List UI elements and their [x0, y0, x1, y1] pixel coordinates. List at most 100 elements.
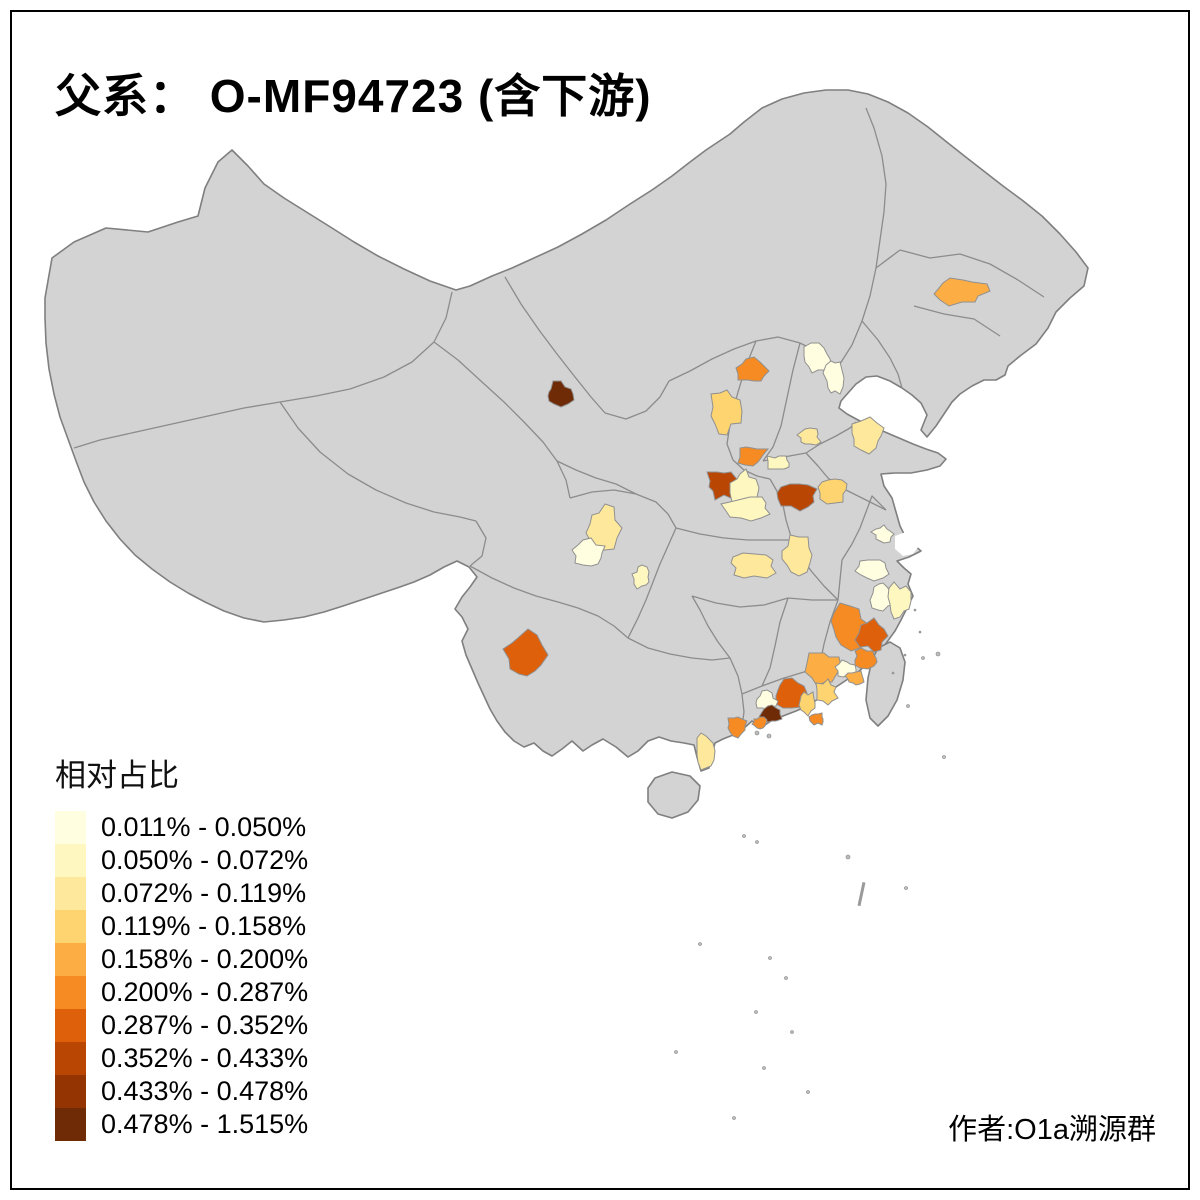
- map-region: [798, 691, 816, 717]
- map-region: [887, 581, 912, 620]
- map-region: [735, 356, 770, 382]
- island-dot: [904, 886, 908, 890]
- island-dot: [806, 1090, 810, 1094]
- legend-row: 0.352% - 0.433%: [55, 1042, 308, 1075]
- map-region: [751, 716, 768, 730]
- island-dot: [935, 651, 941, 657]
- island-dot: [906, 704, 910, 708]
- map-region: [817, 478, 848, 505]
- legend-title: 相对占比: [55, 758, 179, 793]
- island-strip: [857, 882, 866, 907]
- legend-label: 0.050% - 0.072%: [101, 845, 309, 875]
- map-region: [696, 732, 716, 771]
- map-region: [854, 647, 878, 670]
- author-credit: 作者:O1a溯源群: [948, 1114, 1156, 1146]
- island-dot: [732, 1116, 736, 1120]
- legend-label: 0.433% - 0.478%: [101, 1076, 309, 1106]
- map-region: [844, 670, 865, 686]
- map-region: [933, 277, 991, 307]
- legend-swatch: [55, 1108, 86, 1141]
- map-region: [851, 416, 885, 455]
- map-region: [776, 483, 818, 512]
- map-region: [730, 552, 777, 579]
- map-region: [869, 582, 895, 612]
- island-dot: [754, 1010, 758, 1014]
- legend-row: 0.011% - 0.050%: [55, 811, 308, 844]
- legend-swatch: [55, 1009, 86, 1042]
- colored-regions: [502, 277, 991, 771]
- map-region: [804, 652, 842, 687]
- legend-rows: 0.011% - 0.050% 0.050% - 0.072% 0.072% -…: [55, 811, 308, 1141]
- map-region: [854, 559, 890, 582]
- island-dot: [790, 1030, 794, 1034]
- map-region: [796, 427, 822, 446]
- legend: 相对占比 0.011% - 0.050% 0.050% - 0.072% 0.0…: [55, 750, 308, 1141]
- legend-row: 0.119% - 0.158%: [55, 910, 308, 943]
- legend-swatch: [55, 811, 86, 844]
- island-dot: [921, 656, 925, 660]
- island-dot: [766, 733, 772, 739]
- map-region: [870, 524, 895, 544]
- map-region: [710, 389, 743, 436]
- hainan-island: [647, 771, 701, 819]
- map-region: [737, 446, 770, 467]
- island-dot: [918, 630, 922, 634]
- map-region: [815, 678, 839, 706]
- legend-swatch: [55, 1075, 86, 1108]
- island-dot: [845, 854, 851, 860]
- legend-swatch: [55, 877, 86, 910]
- island-dot: [891, 671, 895, 675]
- island-dot: [698, 942, 702, 946]
- island-dot: [754, 730, 760, 736]
- legend-label: 0.287% - 0.352%: [101, 1010, 309, 1040]
- legend-label: 0.200% - 0.287%: [101, 977, 309, 1007]
- map-region: [502, 628, 549, 677]
- island-specks: [674, 608, 946, 1120]
- island-dot: [942, 755, 946, 759]
- map-region: [808, 712, 824, 726]
- island-dot: [913, 608, 917, 612]
- island-dot: [762, 1066, 766, 1070]
- map-region: [585, 503, 623, 552]
- plot-title: 父系： O-MF94723 (含下游): [55, 70, 652, 122]
- legend-swatch: [55, 943, 86, 976]
- map-region: [547, 380, 575, 408]
- legend-label: 0.352% - 0.433%: [101, 1043, 309, 1073]
- map-region: [720, 496, 771, 522]
- legend-swatch: [55, 1042, 86, 1075]
- island-dot: [903, 653, 907, 657]
- island-dot: [784, 976, 788, 980]
- island-dot: [755, 840, 759, 844]
- map-region: [766, 455, 790, 470]
- taihu-lake: [895, 532, 919, 556]
- island-dot: [742, 834, 746, 838]
- legend-label: 0.478% - 1.515%: [101, 1109, 309, 1139]
- legend-swatch: [55, 910, 86, 943]
- legend-row: 0.158% - 0.200%: [55, 943, 308, 976]
- legend-swatch: [55, 844, 86, 877]
- legend-row: 0.200% - 0.287%: [55, 976, 308, 1009]
- legend-label: 0.072% - 0.119%: [101, 878, 307, 908]
- map-region: [854, 617, 889, 653]
- map-region: [803, 342, 833, 374]
- legend-swatch: [55, 976, 86, 1009]
- island-dot: [768, 956, 772, 960]
- legend-row: 0.433% - 0.478%: [55, 1075, 308, 1108]
- mainland-outline: [44, 89, 1089, 772]
- map-region: [571, 537, 606, 567]
- province-borders: [73, 107, 1045, 727]
- island-dot: [674, 1050, 678, 1054]
- map-region: [781, 534, 813, 577]
- legend-row: 0.050% - 0.072%: [55, 844, 308, 877]
- legend-row: 0.478% - 1.515%: [55, 1108, 308, 1141]
- map-region: [822, 360, 845, 395]
- legend-label: 0.158% - 0.200%: [101, 944, 309, 974]
- legend-row: 0.072% - 0.119%: [55, 877, 308, 910]
- map-region: [631, 564, 650, 590]
- legend-label: 0.119% - 0.158%: [101, 911, 307, 941]
- legend-label: 0.011% - 0.050%: [101, 812, 307, 842]
- map-region: [727, 716, 748, 739]
- legend-row: 0.287% - 0.352%: [55, 1009, 308, 1042]
